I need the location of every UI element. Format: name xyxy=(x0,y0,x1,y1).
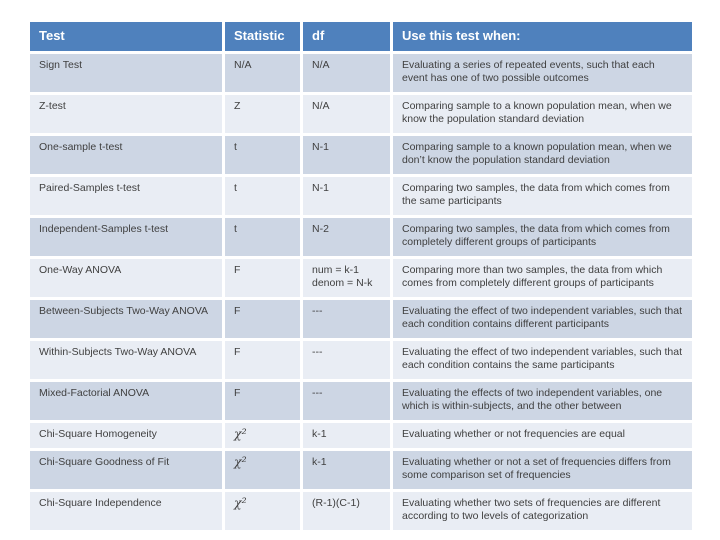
cell-statistic: χ² xyxy=(225,423,300,448)
cell-when: Evaluating whether or not a set of frequ… xyxy=(393,451,692,489)
cell-test: Chi-Square Goodness of Fit xyxy=(30,451,222,489)
cell-test: Between-Subjects Two-Way ANOVA xyxy=(30,300,222,338)
table-row: Within-Subjects Two-Way ANOVA F --- Evaluat… xyxy=(30,341,692,379)
cell-test: Independent-Samples t-test xyxy=(30,218,222,256)
table-row: Z-test Z N/A Comparing sample to a known po… xyxy=(30,95,692,133)
table-row: Independent-Samples t-test t N-2 Comparing … xyxy=(30,218,692,256)
column-header-statistic: Statistic xyxy=(225,22,300,51)
cell-df: --- xyxy=(303,341,390,379)
cell-when: Evaluating a series of repeated events, … xyxy=(393,54,692,92)
cell-df: --- xyxy=(303,300,390,338)
cell-statistic: χ² xyxy=(225,451,300,489)
cell-statistic: Z xyxy=(225,95,300,133)
cell-df: N/A xyxy=(303,54,390,92)
statistical-tests-table: Test Statistic df Use this test when: Si… xyxy=(27,19,695,533)
table-header: Test Statistic df Use this test when: xyxy=(30,22,692,51)
cell-test: One-sample t-test xyxy=(30,136,222,174)
cell-when: Comparing two samples, the data from whi… xyxy=(393,218,692,256)
cell-when: Evaluating whether or not frequencies ar… xyxy=(393,423,692,448)
cell-test: Paired-Samples t-test xyxy=(30,177,222,215)
cell-df: --- xyxy=(303,382,390,420)
cell-test: Z-test xyxy=(30,95,222,133)
column-header-df: df xyxy=(303,22,390,51)
header-row: Test Statistic df Use this test when: xyxy=(30,22,692,51)
cell-df: N-1 xyxy=(303,177,390,215)
table-row: Chi-Square Homogeneity χ² k-1 Evaluating wh… xyxy=(30,423,692,448)
table-row: Between-Subjects Two-Way ANOVA F --- Evalua… xyxy=(30,300,692,338)
table-row: Mixed-Factorial ANOVA F --- Evaluating the … xyxy=(30,382,692,420)
cell-when: Evaluating the effects of two independen… xyxy=(393,382,692,420)
cell-when: Evaluating the effect of two independent… xyxy=(393,341,692,379)
cell-statistic: F xyxy=(225,259,300,297)
table-row: Chi-Square Independence χ² (R-1)(C-1) Evalu… xyxy=(30,492,692,530)
cell-df: (R-1)(C-1) xyxy=(303,492,390,530)
cell-statistic: N/A xyxy=(225,54,300,92)
cell-test: One-Way ANOVA xyxy=(30,259,222,297)
cell-df: N-2 xyxy=(303,218,390,256)
cell-when: Evaluating the effect of two independent… xyxy=(393,300,692,338)
cell-df: k-1 xyxy=(303,451,390,489)
cell-statistic: t xyxy=(225,136,300,174)
table-row: One-sample t-test t N-1 Comparing sample to… xyxy=(30,136,692,174)
cell-statistic: F xyxy=(225,300,300,338)
cell-when: Comparing more than two samples, the dat… xyxy=(393,259,692,297)
cell-statistic: F xyxy=(225,382,300,420)
column-header-test: Test xyxy=(30,22,222,51)
cell-when: Comparing sample to a known population m… xyxy=(393,95,692,133)
cell-statistic: F xyxy=(225,341,300,379)
cell-when: Evaluating whether two sets of frequenci… xyxy=(393,492,692,530)
table-body: Sign Test N/A N/A Evaluating a series of re… xyxy=(30,54,692,530)
cell-test: Sign Test xyxy=(30,54,222,92)
cell-test: Chi-Square Independence xyxy=(30,492,222,530)
table-row: Sign Test N/A N/A Evaluating a series of re… xyxy=(30,54,692,92)
cell-test: Within-Subjects Two-Way ANOVA xyxy=(30,341,222,379)
cell-df: num = k-1 denom = N-k xyxy=(303,259,390,297)
column-header-when: Use this test when: xyxy=(393,22,692,51)
cell-statistic: t xyxy=(225,177,300,215)
cell-when: Comparing two samples, the data from whi… xyxy=(393,177,692,215)
table-row: Chi-Square Goodness of Fit χ² k-1 Evaluatin… xyxy=(30,451,692,489)
cell-df: N-1 xyxy=(303,136,390,174)
cell-statistic: t xyxy=(225,218,300,256)
cell-df: k-1 xyxy=(303,423,390,448)
cell-df: N/A xyxy=(303,95,390,133)
table-row: Paired-Samples t-test t N-1 Comparing two s… xyxy=(30,177,692,215)
cell-test: Chi-Square Homogeneity xyxy=(30,423,222,448)
cell-when: Comparing sample to a known population m… xyxy=(393,136,692,174)
cell-statistic: χ² xyxy=(225,492,300,530)
cell-test: Mixed-Factorial ANOVA xyxy=(30,382,222,420)
